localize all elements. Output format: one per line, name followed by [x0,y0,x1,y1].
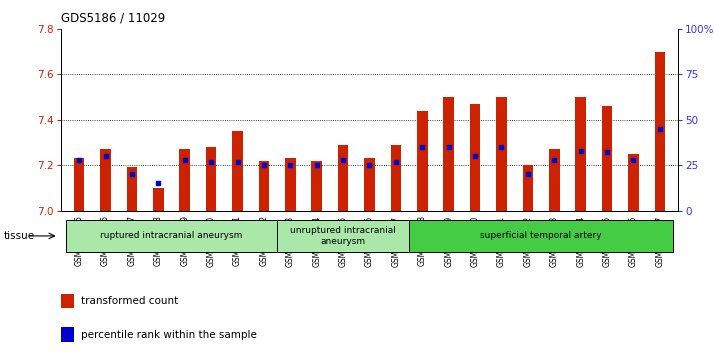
Bar [66,220,277,252]
Bar [258,160,269,211]
Point [548,157,560,163]
Point [153,180,164,186]
Point [338,157,349,163]
Bar [179,149,190,211]
Bar [100,149,111,211]
Point [443,144,454,150]
Bar [338,145,348,211]
Point [74,157,85,163]
Text: GDS5186 / 11029: GDS5186 / 11029 [61,11,165,24]
Point [575,148,586,154]
Bar [470,104,481,211]
Bar [61,327,74,342]
Bar [232,131,243,211]
Point [469,153,481,159]
Point [258,162,270,168]
Point [100,153,111,159]
Point [126,171,138,177]
Bar [523,165,533,211]
Text: percentile rank within the sample: percentile rank within the sample [81,330,257,340]
Point [232,159,243,164]
Text: tissue: tissue [4,231,35,241]
Text: transformed count: transformed count [81,296,178,306]
Bar [443,97,454,211]
Bar [74,158,84,211]
Bar [391,145,401,211]
Bar [602,106,613,211]
Point [285,162,296,168]
Bar [153,188,164,211]
Bar [126,167,137,211]
Point [522,171,533,177]
Point [206,159,217,164]
Bar [61,294,74,308]
Text: ruptured intracranial aneurysm: ruptured intracranial aneurysm [101,232,243,240]
Bar [409,220,673,252]
Point [628,157,639,163]
Bar [417,111,428,211]
Text: unruptured intracranial
aneurysm: unruptured intracranial aneurysm [290,226,396,246]
Bar [285,158,296,211]
Point [311,162,323,168]
Point [654,126,665,132]
Bar [655,52,665,211]
Bar [549,149,560,211]
Point [496,144,507,150]
Bar [277,220,409,252]
Point [179,157,191,163]
Point [390,159,401,164]
Bar [496,97,507,211]
Point [363,162,375,168]
Point [416,144,428,150]
Bar [628,154,639,211]
Text: superficial temporal artery: superficial temporal artery [481,232,602,240]
Bar [311,160,322,211]
Bar [206,147,216,211]
Bar [364,158,375,211]
Bar [575,97,586,211]
Point [601,150,613,155]
